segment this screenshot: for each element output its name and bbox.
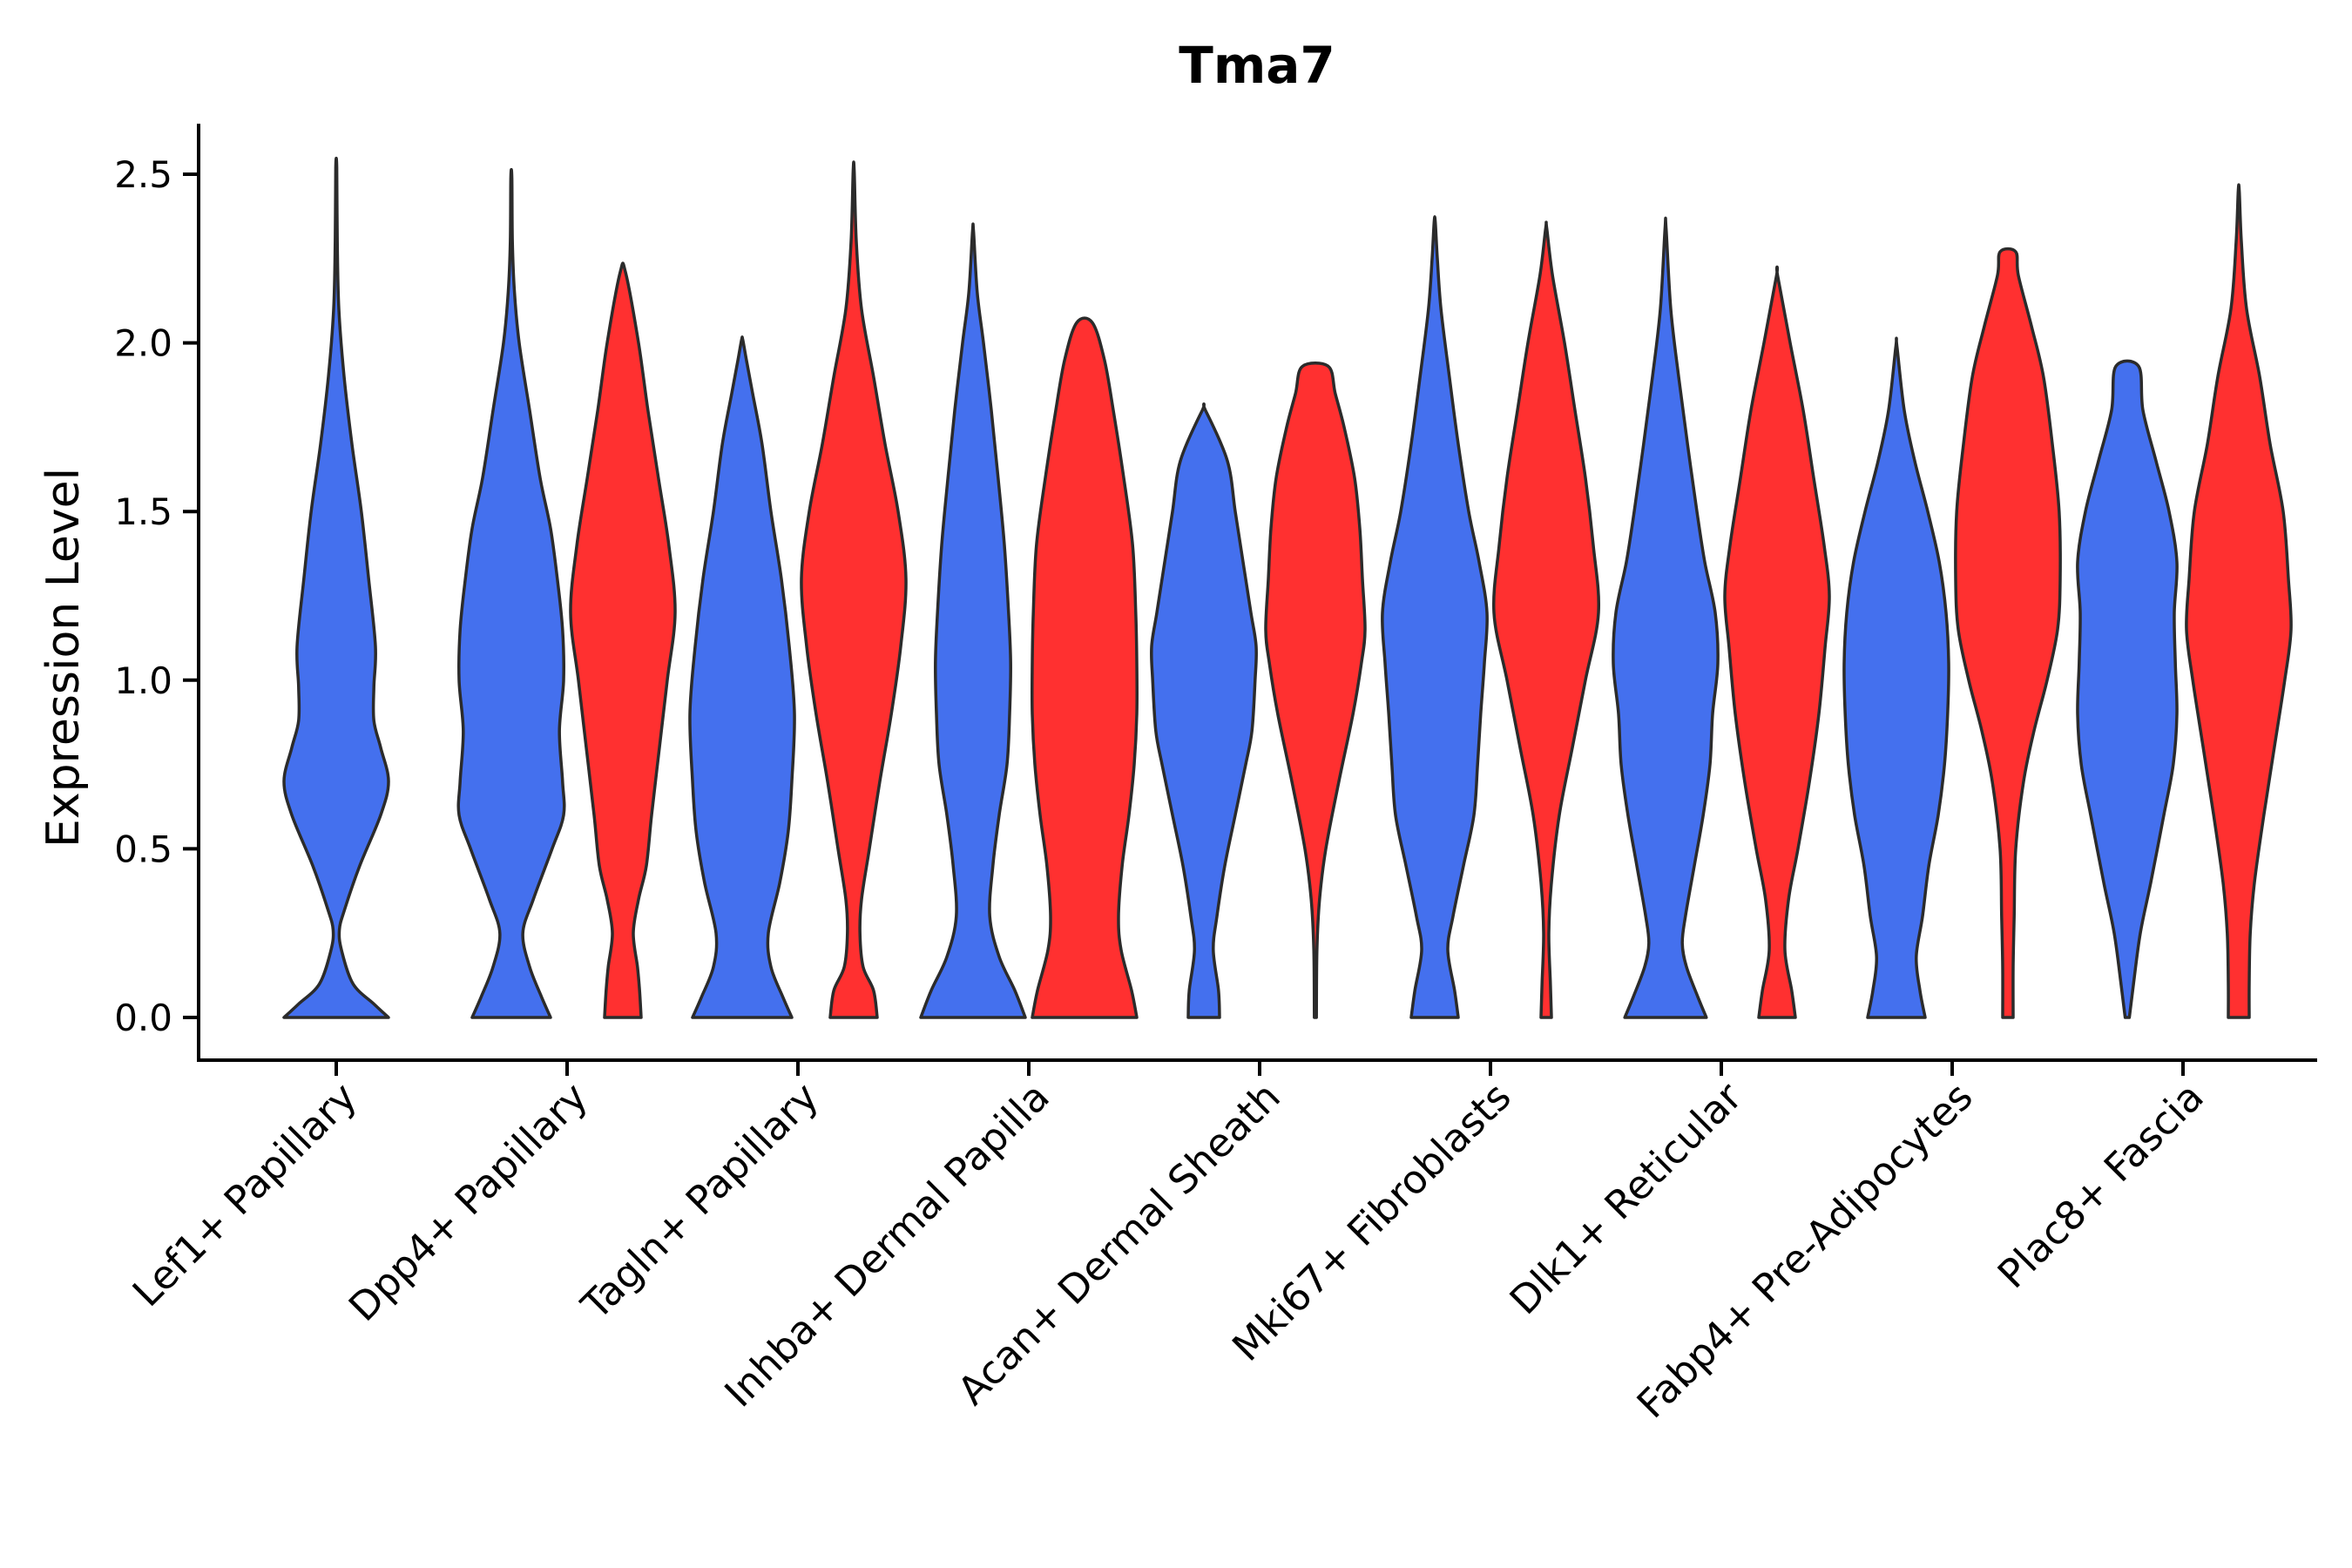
violin-group1 bbox=[1842, 336, 1950, 1019]
y-axis-label: Expression Level bbox=[37, 468, 90, 848]
x-tick-label: Plac8+ Fascia bbox=[1989, 1073, 2213, 1297]
x-tick-label: Tagln+ Papillary bbox=[572, 1073, 828, 1328]
violin-group1 bbox=[919, 222, 1027, 1019]
x-tick-label: Dpp4+ Papillary bbox=[340, 1073, 597, 1330]
y-ticks: 0.0 0.5 1.0 1.5 2.0 2.5 bbox=[114, 153, 199, 1039]
violin-group2 bbox=[1723, 265, 1831, 1019]
violin-group2 bbox=[1264, 362, 1367, 1019]
violin-group1 bbox=[1612, 216, 1720, 1019]
violin-group2 bbox=[1954, 247, 2062, 1019]
x-tick-label: Dlk1+ Reticular bbox=[1501, 1073, 1751, 1323]
violin-group1 bbox=[282, 156, 390, 1019]
violin-group2 bbox=[569, 261, 677, 1019]
axes bbox=[197, 124, 2317, 1062]
violin-group2 bbox=[2185, 183, 2293, 1019]
y-tick-label: 1.5 bbox=[114, 490, 172, 533]
violin-group2 bbox=[800, 160, 908, 1019]
violin-group2 bbox=[1491, 220, 1601, 1019]
y-tick-label: 1.0 bbox=[114, 659, 172, 702]
violin-group2 bbox=[1030, 316, 1139, 1019]
violins-layer bbox=[282, 156, 2293, 1019]
y-tick-label: 2.0 bbox=[114, 322, 172, 365]
y-tick-label: 0.5 bbox=[114, 828, 172, 870]
y-tick-label: 2.5 bbox=[114, 153, 172, 196]
x-tick-label: Lef1+ Papillary bbox=[124, 1073, 366, 1315]
y-tick-label: 0.0 bbox=[114, 997, 172, 1039]
violin-group1 bbox=[1381, 215, 1489, 1019]
violin-group1 bbox=[1149, 402, 1259, 1019]
violin-group1 bbox=[2076, 359, 2179, 1019]
chart-title: Tma7 bbox=[1179, 36, 1335, 95]
violin-group1 bbox=[456, 167, 566, 1019]
violin-group1 bbox=[688, 335, 796, 1019]
